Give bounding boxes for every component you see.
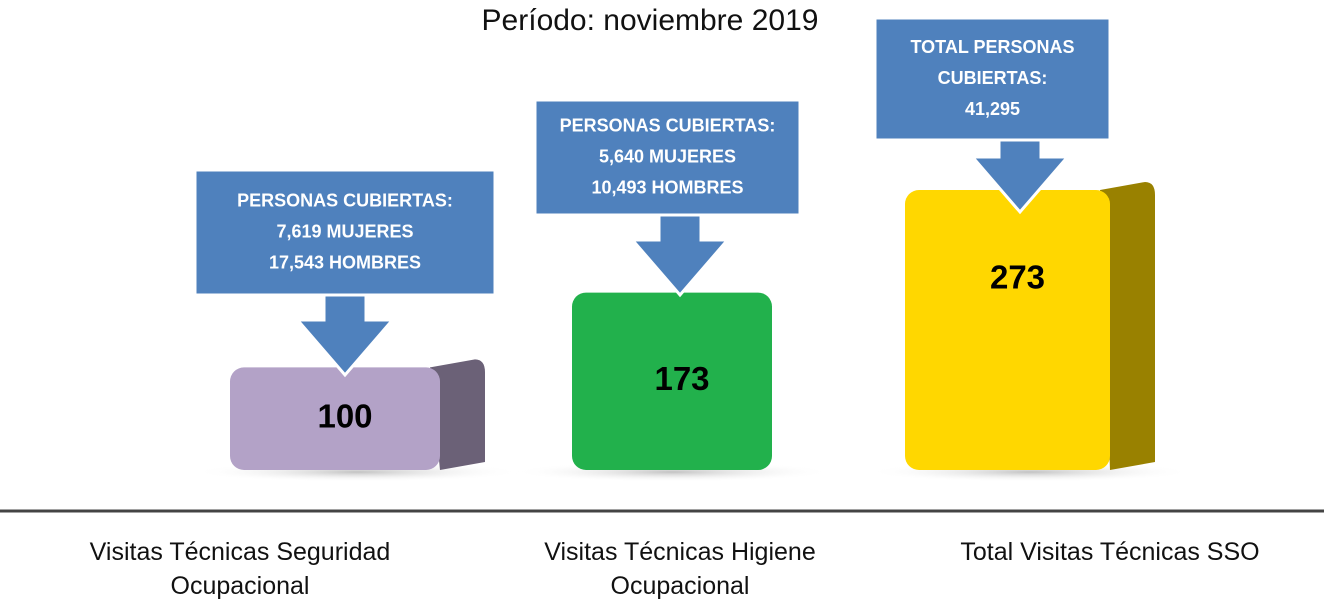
- callout-text: 17,543 HOMBRES: [269, 252, 421, 272]
- bar: [572, 292, 772, 470]
- value-label: 173: [654, 360, 709, 397]
- category-label: Visitas Técnicas Higiene Ocupacional: [544, 538, 816, 600]
- bar: [905, 190, 1110, 470]
- callout-text: TOTAL PERSONAS: [910, 37, 1074, 57]
- chart-title: Período: noviembre 2019: [482, 4, 819, 37]
- callout-text: 5,640 MUJERES: [599, 146, 736, 166]
- callout-text: 41,295: [965, 99, 1020, 119]
- callout-arrow: [294, 291, 396, 378]
- bar: [230, 367, 440, 470]
- callout-text: PERSONAS CUBIERTAS:: [560, 115, 776, 135]
- callout-box: [193, 168, 497, 297]
- bar-side: [1100, 182, 1155, 470]
- callout-text: CUBIERTAS:: [938, 68, 1048, 88]
- callout-box: [873, 16, 1112, 142]
- category-label: Visitas Técnicas Seguridad Ocupacional: [89, 538, 391, 600]
- callout-text: 10,493 HOMBRES: [591, 177, 743, 197]
- bar-side: [430, 359, 485, 470]
- callout-text: PERSONAS CUBIERTAS:: [237, 190, 453, 210]
- value-label: 100: [317, 397, 372, 434]
- callout-arrow: [629, 211, 731, 298]
- value-label: 273: [990, 259, 1045, 296]
- callout-box: [533, 98, 802, 217]
- callout-text: 7,619 MUJERES: [276, 221, 413, 241]
- category-label: Total Visitas Técnicas SSO: [960, 538, 1260, 566]
